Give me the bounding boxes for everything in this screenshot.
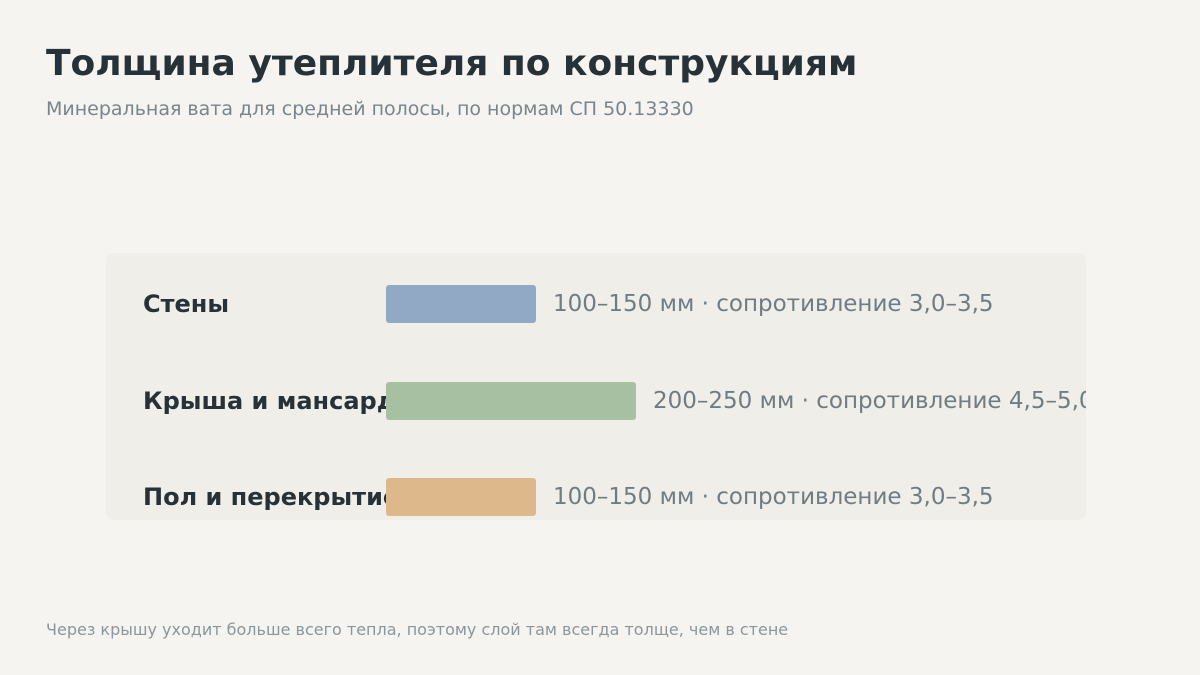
- bar: [386, 285, 536, 323]
- footnote: Через крышу уходит больше всего тепла, п…: [46, 620, 789, 639]
- bar-row: Стены 100–150 мм · сопротивление 3,0–3,5: [106, 284, 1086, 324]
- category-label: Крыша и мансарда: [143, 386, 386, 415]
- bar-value-label: 100–150 мм · сопротивление 3,0–3,5: [553, 484, 994, 510]
- chart-panel: Стены 100–150 мм · сопротивление 3,0–3,5 К…: [106, 253, 1086, 520]
- bar: [386, 478, 536, 516]
- bar-row: Пол и перекрытие 100–150 мм · сопротивлен…: [106, 477, 1086, 517]
- chart-subtitle: Минеральная вата для средней полосы, по …: [46, 98, 694, 120]
- category-label: Пол и перекрытие: [143, 483, 386, 511]
- bar-value-label: 100–150 мм · сопротивление 3,0–3,5: [553, 291, 994, 317]
- bar-value-label: 200–250 мм · сопротивление 4,5–5,0: [653, 387, 1086, 414]
- bar-row: Крыша и мансарда 200–250 мм · сопротивлен…: [106, 381, 1086, 421]
- category-label: Стены: [143, 290, 230, 318]
- chart-title: Толщина утеплителя по конструкциям: [46, 43, 858, 84]
- bar: [386, 381, 636, 420]
